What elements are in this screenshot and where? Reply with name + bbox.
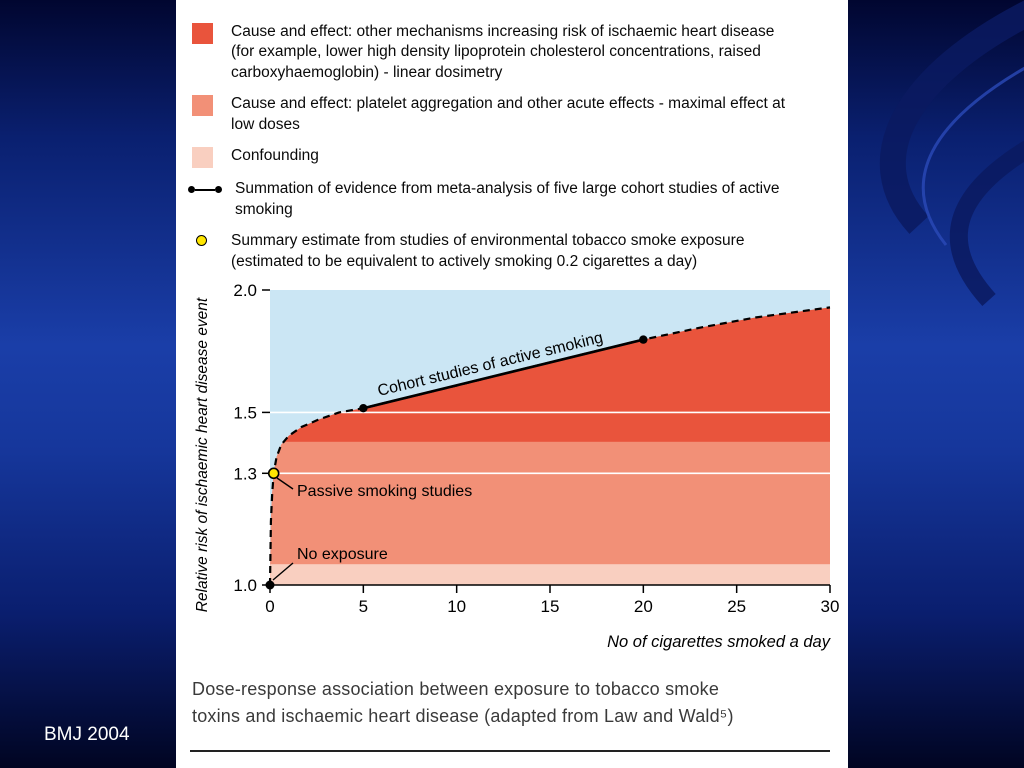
passive-smoking-studies-leader-line: [276, 477, 294, 490]
salmon-swatch-icon: [192, 95, 213, 117]
legend-item-platelet-aggregation: Cause and effect: platelet aggregation a…: [192, 94, 834, 135]
legend-item-linear-dosimetry: Cause and effect: other mechanisms incre…: [192, 22, 834, 83]
y-tick-label: 1.5: [233, 403, 257, 422]
passive-smoking-studies-label: Passive smoking studies: [297, 483, 472, 500]
x-tick-label: 30: [821, 597, 840, 616]
legend-label: Confounding: [231, 147, 319, 165]
x-tick-label: 25: [727, 597, 746, 616]
line-with-dots-icon: [188, 186, 222, 194]
figure-panel: Cause and effect: other mechanisms incre…: [176, 0, 848, 768]
background-swoosh-decoration: [879, 0, 1024, 307]
swoosh-arc-dark-lower: [949, 140, 1024, 307]
bottom-divider: [190, 750, 830, 752]
x-tick-label: 20: [634, 597, 653, 616]
no-exposure-point: [265, 580, 275, 590]
legend-item-cohort-summation: Summation of evidence from meta-analysis…: [188, 179, 834, 220]
legend-label: Cause and effect: platelet aggregation a…: [231, 95, 786, 133]
y-axis-title: Relative risk of ischaemic heart disease…: [194, 297, 211, 612]
swoosh-arc-light: [921, 66, 1024, 246]
legend-label: Cause and effect: other mechanisms incre…: [231, 23, 775, 81]
slide-footer-citation: BMJ 2004: [44, 724, 130, 745]
y-tick-label: 1.0: [233, 576, 257, 595]
legend-item-confounding: Confounding: [192, 146, 834, 169]
red-swatch-icon: [192, 23, 213, 44]
band-confounding: [270, 564, 830, 585]
legend-label: Summary estimate from studies of environ…: [231, 232, 745, 270]
pink-swatch-icon: [192, 147, 213, 169]
cohort-line: [363, 338, 644, 410]
cohort-endpoint-dot: [359, 404, 368, 413]
x-axis-title: No of cigarettes smoked a day: [607, 633, 832, 651]
y-tick-label: 2.0: [233, 281, 257, 300]
swoosh-arc-dark: [879, 0, 1024, 234]
x-tick-label: 0: [265, 597, 274, 616]
no-exposure-label: No exposure: [297, 546, 388, 563]
y-tick-label: 1.3: [233, 464, 257, 483]
legend-item-passive-estimate: Summary estimate from studies of environ…: [192, 231, 834, 272]
band-platelet-aggregation-and-other-acute-effects: [270, 441, 830, 585]
x-tick-label: 5: [359, 597, 368, 616]
legend-label: Summation of evidence from meta-analysis…: [235, 180, 780, 218]
figure-caption: Dose-response association between exposu…: [192, 679, 734, 726]
passive-smoking-studies-point: [267, 467, 280, 480]
yellow-dot-icon: [196, 235, 207, 247]
x-tick-label: 10: [447, 597, 466, 616]
chart-legend: Cause and effect: other mechanisms incre…: [176, 0, 848, 272]
x-tick-label: 15: [541, 597, 560, 616]
cohort-endpoint-dot: [639, 335, 648, 344]
no-exposure-leader-line: [272, 562, 294, 581]
